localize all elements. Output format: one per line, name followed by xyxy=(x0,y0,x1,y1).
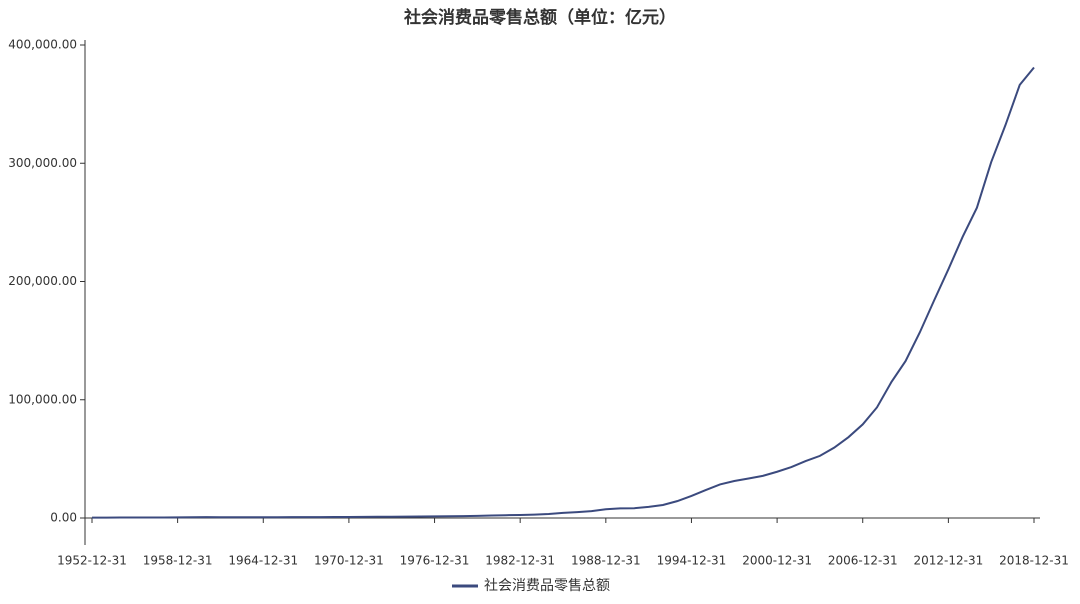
x-tick-label: 1958-12-31 xyxy=(143,554,213,568)
y-tick-label: 0.00 xyxy=(50,511,77,525)
x-tick-label: 1970-12-31 xyxy=(314,554,384,568)
x-tick-label: 2000-12-31 xyxy=(742,554,812,568)
chart-title: 社会消费品零售总额（单位：亿元） xyxy=(403,7,676,28)
legend-label: 社会消费品零售总额 xyxy=(484,578,610,594)
x-tick-label: 1994-12-31 xyxy=(657,554,727,568)
data-line xyxy=(91,66,1035,519)
y-tick-label: 100,000.00 xyxy=(8,392,77,406)
x-tick-label: 1964-12-31 xyxy=(228,554,298,568)
y-tick-label: 300,000.00 xyxy=(8,156,77,170)
x-tick-label: 2006-12-31 xyxy=(828,554,898,568)
x-tick-label: 1976-12-31 xyxy=(400,554,470,568)
x-tick-label: 2012-12-31 xyxy=(914,554,984,568)
y-tick-label: 400,000.00 xyxy=(8,38,77,52)
x-tick-label: 1988-12-31 xyxy=(571,554,641,568)
x-tick-label: 1982-12-31 xyxy=(485,554,555,568)
y-tick-label: 200,000.00 xyxy=(8,274,77,288)
x-tick-label: 1952-12-31 xyxy=(57,554,127,568)
x-tick-label: 2018-12-31 xyxy=(999,554,1069,568)
